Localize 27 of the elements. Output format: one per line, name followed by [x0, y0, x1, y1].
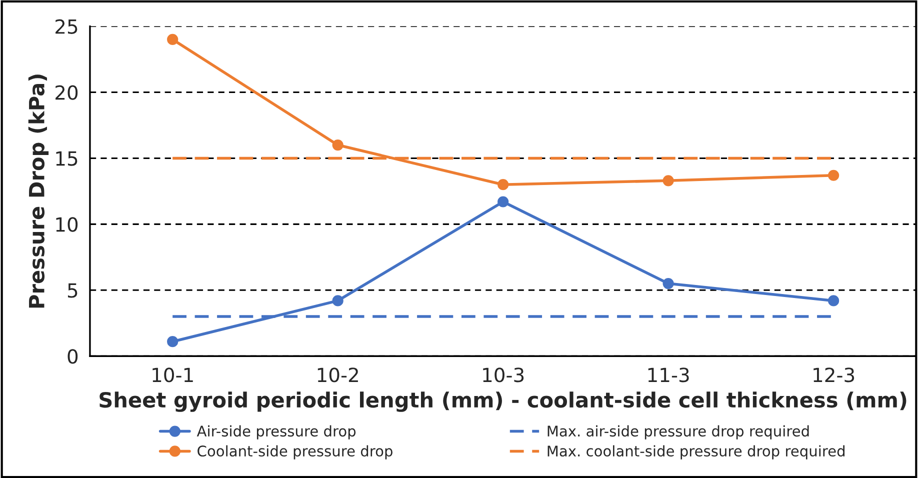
x-axis-title: Sheet gyroid periodic length (mm) - coolant-side cell thickness (mm): [100, 392, 906, 412]
y-tick-label: 15: [56, 151, 78, 166]
x-tick-label: 11-3: [648, 368, 689, 382]
y-axis-title: Pressure Drop (kPa): [28, 74, 49, 308]
point: [332, 295, 344, 306]
point: [498, 196, 509, 208]
y-tick-label: 10: [56, 217, 78, 232]
point: [167, 336, 178, 348]
y-tick-label: 5: [68, 283, 78, 298]
point: [828, 170, 840, 181]
x-tick-label: 10-3: [483, 368, 524, 382]
legend-label: Air-side pressure drop: [196, 425, 356, 440]
legend-label: Max. coolant-side pressure drop required: [548, 445, 844, 460]
point: [662, 175, 674, 186]
point: [828, 295, 840, 306]
y-tick-label: 20: [56, 85, 78, 100]
x-tick-label: 10-2: [318, 368, 358, 382]
legend-label: Coolant-side pressure drop: [198, 445, 392, 460]
point: [498, 179, 509, 190]
legend-label: Max. air-side pressure drop required: [548, 425, 809, 440]
point: [332, 139, 344, 151]
point: [167, 34, 178, 46]
y-tick-label: 0: [68, 349, 78, 364]
x-tick-label: 12-3: [814, 368, 854, 382]
y-tick-label: 25: [56, 19, 78, 34]
x-tick-label: 10-1: [152, 368, 193, 382]
point: [662, 278, 674, 290]
